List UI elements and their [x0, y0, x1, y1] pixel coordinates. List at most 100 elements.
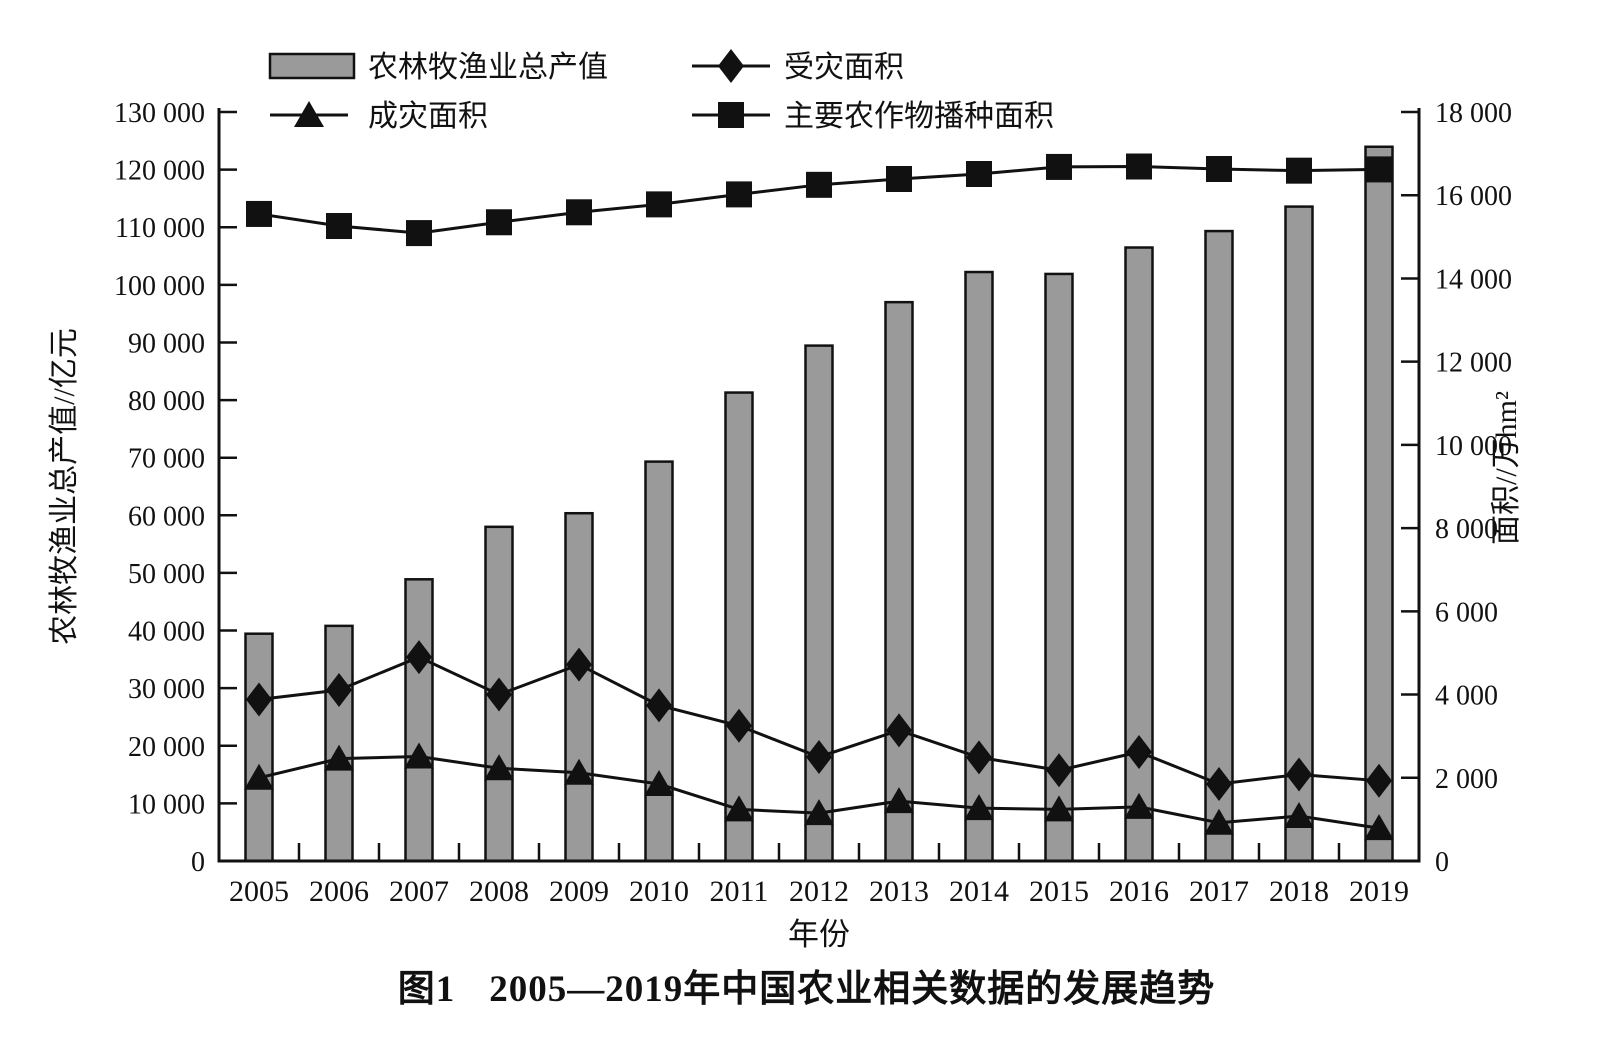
bar-2011 [724, 391, 754, 863]
right-tick-label: 18 000 [1435, 98, 1512, 129]
square-2019 [1366, 156, 1392, 183]
chart-canvas: 0 10 000 20 000 30 000 40 000 50 000 60 000 70 … [48, 49, 1523, 950]
square-2010 [646, 191, 672, 218]
square-2005 [246, 200, 272, 227]
diamond-2016 [1126, 734, 1152, 769]
left-tick-label: 30 000 [128, 674, 205, 705]
square-2013 [886, 165, 912, 192]
x-tick-label: 2008 [469, 875, 529, 908]
left-tick-label: 130 000 [114, 98, 205, 129]
triangle-2016 [1124, 792, 1154, 819]
diamond-2007 [406, 640, 432, 675]
diamond-2017 [1206, 767, 1232, 802]
legend-marker-triangle [294, 101, 324, 127]
x-tick-label: 2012 [789, 875, 849, 908]
figure-caption: 图1 2005—2019年中国农业相关数据的发展趋势 [0, 958, 1613, 1012]
triangle-2013 [884, 787, 914, 814]
x-tick-label: 2018 [1269, 875, 1329, 908]
triangle-2012 [804, 799, 834, 826]
triangle-2008 [484, 754, 514, 781]
x-tick-label: 2007 [389, 875, 449, 908]
left-tick-label: 50 000 [128, 559, 205, 590]
left-tick-label: 40 000 [128, 617, 205, 648]
square-2007 [406, 220, 432, 247]
bar-2009 [564, 511, 594, 863]
x-tick-label: 2013 [869, 875, 929, 908]
bar-2005 [244, 632, 274, 863]
triangle-2019 [1364, 814, 1394, 841]
right-tick-label: 8 000 [1435, 514, 1498, 545]
right-tick-label: 2 000 [1435, 764, 1498, 795]
legend-marker-square [718, 102, 744, 128]
left-tick-label: 100 000 [114, 271, 205, 302]
diamond-2013 [886, 713, 912, 748]
triangle-2017 [1204, 808, 1234, 835]
right-tick-label: 14 000 [1435, 264, 1512, 295]
x-tick-label: 2006 [309, 875, 369, 908]
x-tick-label: 2019 [1349, 875, 1409, 908]
left-tick-label: 60 000 [128, 501, 205, 532]
right-tick-label: 0 [1435, 847, 1449, 878]
right-axis-title: 面积//万hm² [1490, 391, 1523, 545]
triangle-2018 [1284, 802, 1314, 829]
right-tick-label: 12 000 [1435, 348, 1512, 379]
diamond-2012 [806, 739, 832, 774]
diamond-2009 [566, 647, 592, 682]
x-tick-label: 2005 [229, 875, 289, 908]
diamond-2005 [246, 682, 272, 717]
x-tick-label: 2009 [549, 875, 609, 908]
triangle-2006 [324, 744, 354, 771]
diamond-2018 [1286, 757, 1312, 792]
right-tick-label: 16 000 [1435, 181, 1512, 212]
bar-2007 [404, 578, 434, 863]
left-tick-label: 120 000 [114, 156, 205, 187]
square-2014 [966, 161, 992, 188]
square-2008 [486, 209, 512, 236]
triangle-2010 [644, 770, 674, 797]
x-tick-label: 2017 [1189, 875, 1249, 908]
left-tick-label: 90 000 [128, 328, 205, 359]
legend-label-1: 受灾面积 [784, 51, 904, 84]
legend-label-0: 农林牧渔业总产值 [368, 51, 608, 84]
bar-2010 [644, 460, 674, 863]
triangle-2011 [724, 795, 754, 822]
left-axis-title: 农林牧渔业总产值//亿元 [48, 328, 81, 645]
x-tick-label: 2010 [629, 875, 689, 908]
legend-label-3: 主要农作物播种面积 [784, 100, 1054, 133]
x-tick-label: 2015 [1029, 875, 1089, 908]
left-tick-label: 20 000 [128, 732, 205, 763]
figure-caption-label: 图1 [397, 969, 456, 1010]
figure-caption-text: 2005—2019年中国农业相关数据的发展趋势 [489, 969, 1216, 1010]
triangle-2015 [1044, 795, 1074, 822]
legend-swatch-bar [268, 52, 356, 80]
diamond-2006 [326, 672, 352, 707]
bar-2006 [324, 624, 354, 863]
square-2018 [1286, 157, 1312, 184]
square-2016 [1126, 153, 1152, 180]
diamond-2008 [486, 677, 512, 712]
triangle-2009 [564, 758, 594, 785]
square-2017 [1206, 156, 1232, 183]
left-tick-label: 70 000 [128, 444, 205, 475]
x-tick-label: 2011 [710, 875, 769, 908]
left-tick-label: 80 000 [128, 386, 205, 417]
x-axis-title: 年份 [788, 917, 850, 950]
square-2009 [566, 199, 592, 226]
bar-2019 [1364, 145, 1394, 863]
bar-2017 [1204, 229, 1234, 863]
bar-2012 [804, 344, 834, 863]
legend-label-2: 成灾面积 [368, 100, 488, 133]
left-tick-label: 10 000 [128, 789, 205, 820]
legend-marker-diamond [718, 49, 744, 83]
triangle-2007 [404, 742, 434, 769]
bar-2013 [884, 300, 914, 863]
left-tick-label: 110 000 [115, 213, 205, 244]
left-tick-label: 0 [191, 847, 205, 878]
diamond-2015 [1046, 753, 1072, 788]
square-2012 [806, 171, 832, 198]
diamond-2019 [1366, 763, 1392, 798]
triangle-2005 [244, 763, 274, 790]
right-tick-label: 10 000 [1435, 431, 1512, 462]
x-tick-label: 2016 [1109, 875, 1169, 908]
